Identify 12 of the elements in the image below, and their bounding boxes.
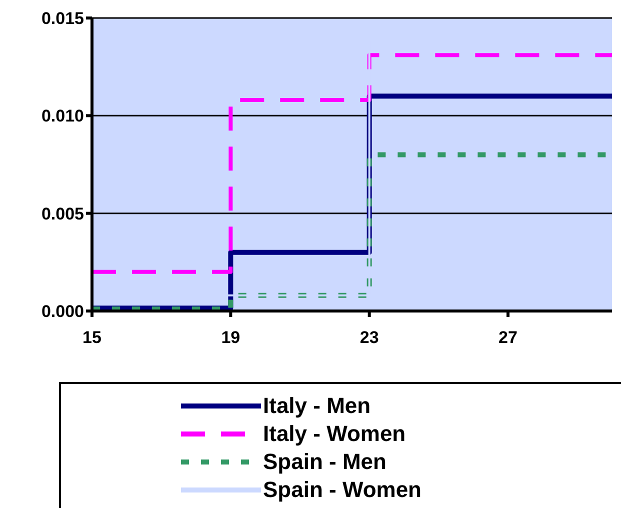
y-tick-label: 0.015 bbox=[41, 9, 84, 28]
legend-label: Italy - Women bbox=[263, 421, 406, 446]
y-tick-label: 0.000 bbox=[41, 302, 84, 322]
x-tick-label: 23 bbox=[360, 328, 379, 348]
legend-label: Spain - Men bbox=[263, 449, 386, 474]
y-tick-label: 0.010 bbox=[41, 106, 84, 126]
legend-label: Italy - Men bbox=[263, 393, 371, 418]
y-tick-label: 0.005 bbox=[41, 204, 84, 224]
x-tick-label: 15 bbox=[82, 328, 102, 348]
legend-label: Spain - Women bbox=[263, 477, 422, 502]
x-tick-label: 19 bbox=[221, 328, 240, 348]
x-tick-label: 27 bbox=[498, 328, 518, 348]
